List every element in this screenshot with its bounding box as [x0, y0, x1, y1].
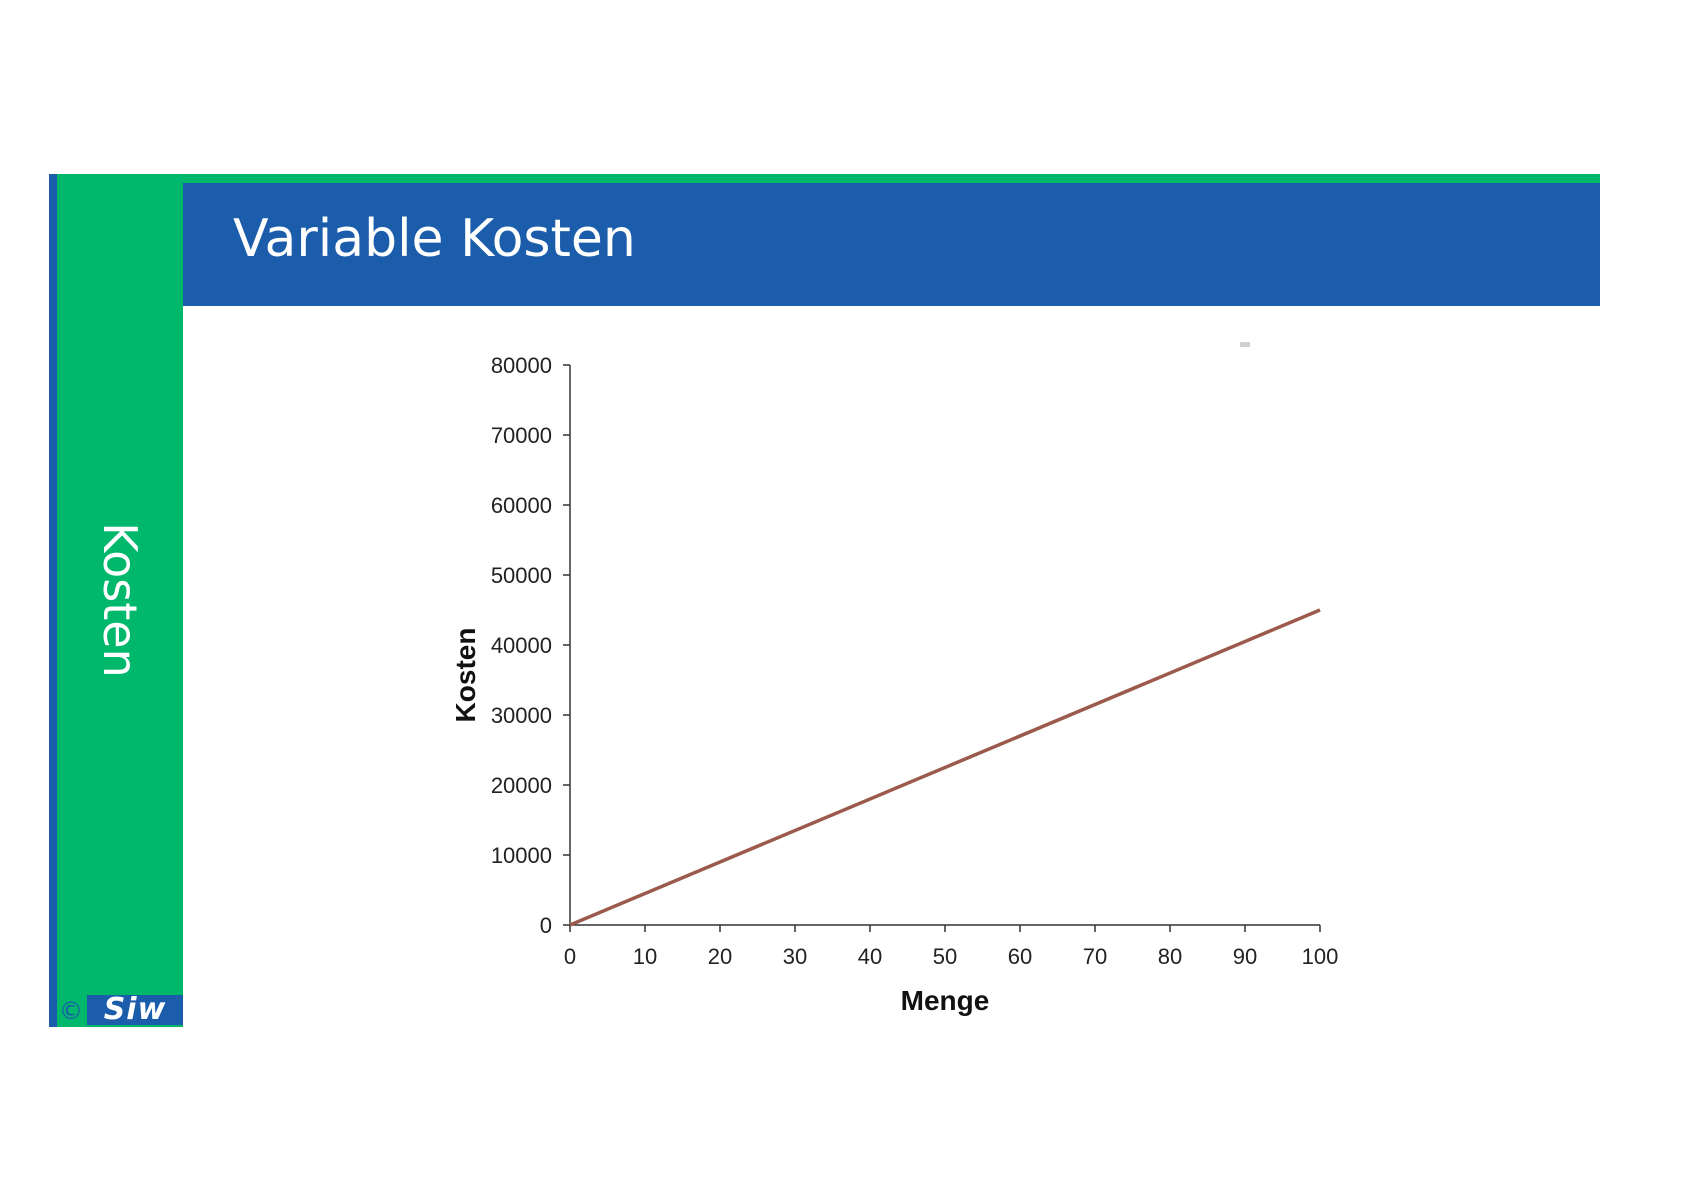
y-tick-label: 40000: [491, 633, 552, 658]
x-tick-label: 90: [1233, 944, 1257, 969]
x-tick-label: 50: [933, 944, 957, 969]
y-tick-label: 60000: [491, 493, 552, 518]
x-axis-label: Menge: [901, 985, 990, 1016]
x-tick-label: 0: [564, 944, 576, 969]
x-tick-label: 20: [708, 944, 732, 969]
x-tick-label: 30: [783, 944, 807, 969]
logo-box: Siw: [87, 995, 183, 1025]
title-bar: Variable Kosten: [183, 183, 1600, 306]
decorative-mark: [1240, 342, 1250, 347]
series-line: [569, 608, 1321, 927]
side-label: Kosten: [93, 522, 147, 678]
y-axis-ticks: 0 10000 20000 30000 40000 50000 60000 70000 8000…: [491, 353, 570, 938]
logo-text: Siw: [103, 992, 167, 1027]
y-tick-label: 70000: [491, 423, 552, 448]
x-tick-label: 70: [1083, 944, 1107, 969]
left-green-sidebar: [57, 174, 183, 1027]
x-tick-label: 100: [1302, 944, 1339, 969]
logo: © Siw: [57, 993, 183, 1027]
top-green-line: [183, 174, 1600, 183]
x-axis-ticks: 0 10 20 30 40 50 60 70 80 90 100: [564, 925, 1338, 969]
y-tick-label: 0: [540, 913, 552, 938]
y-tick-label: 20000: [491, 773, 552, 798]
chart-svg: 0100002000030000400005000060000700008000…: [450, 353, 1338, 1016]
y-tick-label: 30000: [491, 703, 552, 728]
y-tick-label: 80000: [491, 353, 552, 378]
y-axis-label: Kosten: [450, 628, 481, 723]
copyright-symbol: ©: [59, 997, 83, 1025]
slide-title: Variable Kosten: [233, 209, 636, 269]
x-tick-label: 80: [1158, 944, 1182, 969]
y-tick-label: 10000: [491, 843, 552, 868]
chart: 0 10000 20000 30000 40000 50000 60000 70000 8000…: [420, 330, 1360, 1050]
series-group: [569, 608, 1321, 927]
left-blue-strip: [49, 174, 57, 1027]
x-tick-label: 10: [633, 944, 657, 969]
x-tick-label: 60: [1008, 944, 1032, 969]
x-tick-label: 40: [858, 944, 882, 969]
y-tick-label: 50000: [491, 563, 552, 588]
